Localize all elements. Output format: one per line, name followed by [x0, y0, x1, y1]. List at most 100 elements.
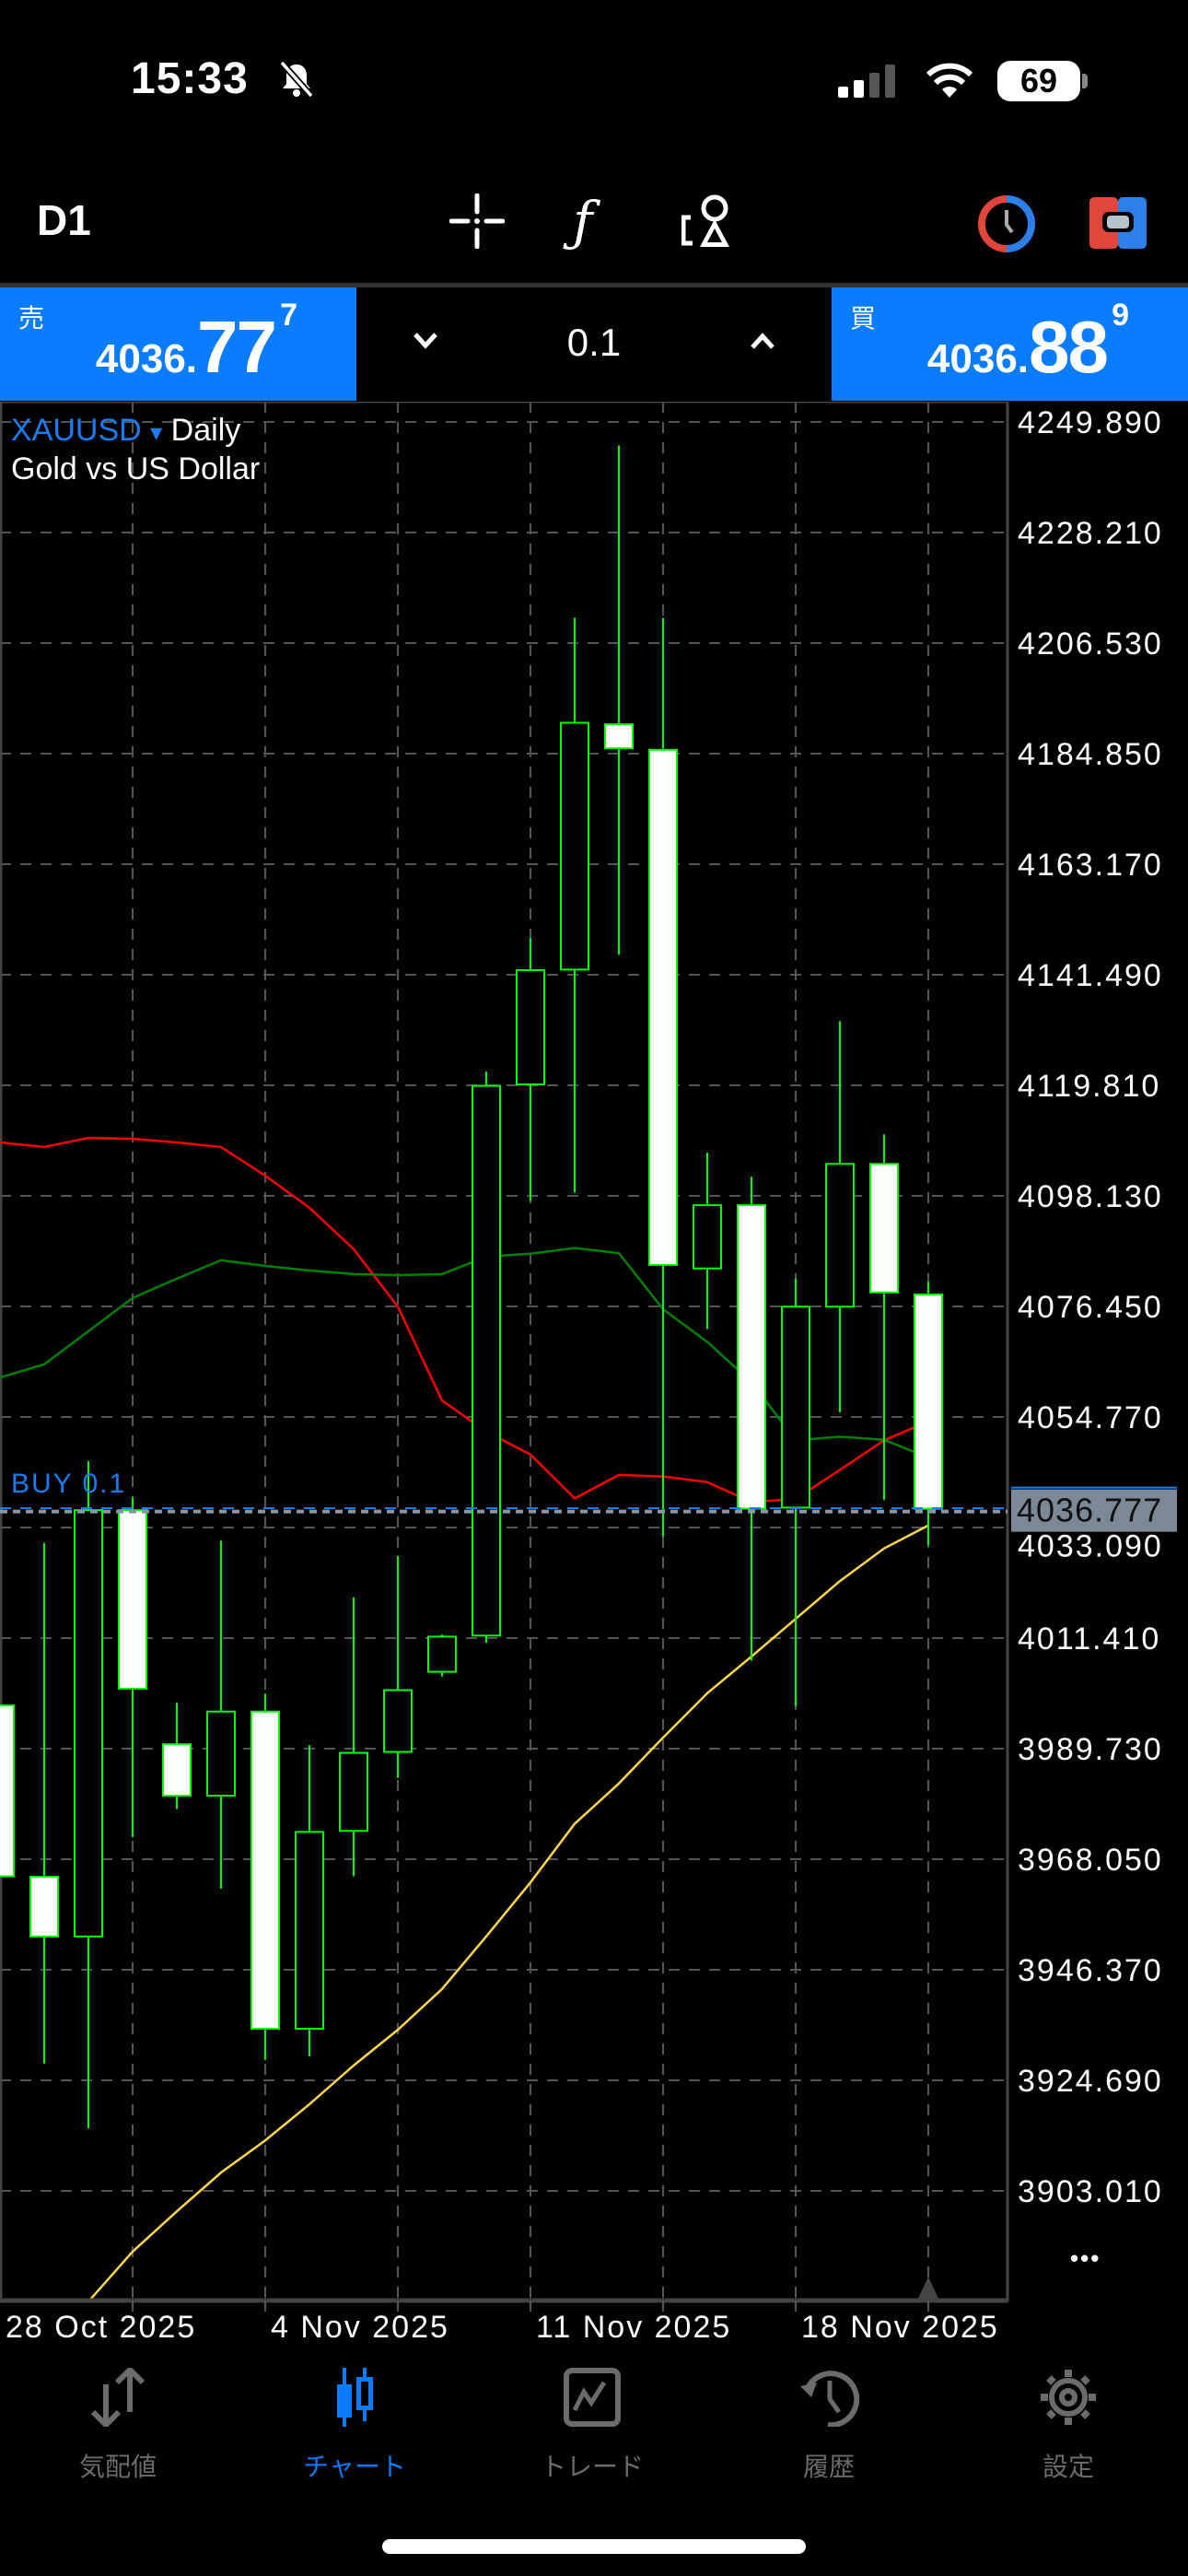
more-options-icon[interactable]: ••• — [1070, 2244, 1101, 2272]
chart-shift-marker — [917, 2277, 939, 2301]
objects-icon[interactable] — [681, 193, 735, 249]
price-axis: 4249.890 4228.210 4206.530 4184.850 4163.170… — [1011, 405, 1177, 2209]
candle-bear — [29, 1876, 59, 1938]
home-indicator[interactable] — [382, 2539, 806, 2554]
candle-bull — [383, 1689, 413, 1753]
sell-price-sup: 7 — [280, 298, 297, 333]
candle-bear — [737, 1204, 766, 1510]
price-tick-label: 4076.450 — [1018, 1290, 1163, 1325]
symbol-description: Gold vs US Dollar — [11, 451, 261, 486]
function-icon[interactable]: ƒ — [573, 190, 593, 252]
moving-average-line — [0, 1247, 929, 1459]
tab-quotes[interactable]: 気配値 — [26, 2368, 210, 2484]
price-tick-label: 4141.490 — [1018, 958, 1163, 993]
volume-value[interactable]: 0.1 — [566, 321, 622, 364]
trade-panel-icon[interactable] — [1089, 197, 1147, 249]
price-tick-label: 4163.170 — [1018, 848, 1163, 883]
date-axis: 28 Oct 2025 4 Nov 2025 11 Nov 2025 18 Nov 2… — [6, 2301, 999, 2345]
battery-icon: 69 — [997, 61, 1080, 101]
candle-bull — [295, 1831, 324, 2031]
current-price-label: 4036.777 — [1017, 1492, 1162, 1529]
candle-bull — [427, 1635, 457, 1673]
position-label[interactable]: BUY 0.1 — [11, 1469, 127, 1499]
bell-slash-icon — [279, 60, 314, 99]
moving-average-line — [0, 1136, 929, 1504]
price-tick-label: 4098.130 — [1018, 1179, 1163, 1214]
candle-bear — [869, 1163, 899, 1294]
candle-bull — [74, 1509, 103, 1938]
tab-label: 履歴 — [802, 2453, 855, 2481]
crosshair-icon[interactable] — [449, 193, 505, 249]
tab-history[interactable]: 履歴 — [737, 2368, 921, 2484]
date-tick-label: 11 Nov 2025 — [536, 2310, 731, 2345]
price-chart[interactable]: 4249.890 4228.210 4206.530 4184.850 4163.170… — [0, 402, 1188, 2355]
candle-bear — [0, 1704, 15, 1878]
cellular-signal-icon — [838, 64, 895, 98]
price-tick-label: 3924.690 — [1018, 2064, 1163, 2099]
candle-bull — [781, 1306, 810, 1509]
buy-price-sup: 9 — [1112, 298, 1129, 333]
candle-bear — [604, 723, 634, 750]
tab-label: チャート — [303, 2453, 406, 2481]
candle-bear — [648, 748, 678, 1266]
chevron-down-icon[interactable] — [412, 330, 439, 352]
tab-label: 設定 — [1042, 2453, 1094, 2481]
price-lines — [0, 1506, 1007, 2303]
buy-price-big: 88 — [1029, 306, 1109, 388]
tab-trade[interactable]: トレード — [500, 2368, 684, 2484]
tab-chart[interactable]: チャート — [262, 2368, 447, 2484]
timeframe-button[interactable]: D1 — [37, 196, 91, 244]
symbol-dropdown-icon[interactable]: ▾ — [150, 418, 163, 446]
chevron-up-icon[interactable] — [749, 330, 776, 352]
price-tick-label: 4228.210 — [1018, 516, 1163, 551]
wifi-icon — [926, 63, 973, 98]
history-clock-icon — [800, 2371, 860, 2427]
candle-bear — [914, 1293, 943, 1510]
price-tick-label: 4011.410 — [1018, 1622, 1160, 1657]
buy-price-prefix: 4036. — [926, 336, 1030, 381]
volume-control: 0.1 — [356, 287, 832, 401]
candles — [0, 445, 943, 2128]
price-tick-label: 3968.050 — [1018, 1843, 1163, 1878]
toolbar-divider — [0, 283, 1188, 287]
date-tick-label: 18 Nov 2025 — [801, 2310, 999, 2345]
buy-button[interactable]: 買 4036.88 9 — [832, 287, 1188, 401]
price-tick-label: 3946.370 — [1018, 1953, 1163, 1988]
plot-frame — [0, 402, 1009, 2302]
date-tick-label: 28 Oct 2025 — [6, 2310, 196, 2345]
indicator-lines — [0, 1136, 929, 2302]
date-tick-label: 4 Nov 2025 — [271, 2310, 449, 2345]
price-tick-label: 4054.770 — [1018, 1400, 1163, 1435]
candle-bull — [472, 1084, 501, 1637]
symbol-title[interactable]: XAUUSD ▾ Daily — [11, 413, 240, 449]
current-price-badge — [1011, 1489, 1177, 1532]
price-tick-label: 4249.890 — [1018, 405, 1163, 440]
sell-price-prefix: 4036. — [95, 336, 198, 381]
price-tick-label: 3903.010 — [1018, 2174, 1163, 2209]
candle-bear — [162, 1743, 192, 1797]
symbol-name[interactable]: XAUUSD — [11, 413, 142, 448]
price-tick-label: 4033.090 — [1018, 1529, 1163, 1564]
sell-price-big: 77 — [197, 306, 277, 388]
sell-label: 売 — [18, 304, 45, 333]
candle-bull — [516, 968, 545, 1085]
sell-button[interactable]: 売 4036.77 7 — [0, 287, 356, 401]
price-tick-label: 4184.850 — [1018, 737, 1163, 772]
chart-grid — [0, 402, 1009, 2302]
candle-bull — [825, 1163, 855, 1308]
candlestick-chart-icon — [337, 2368, 373, 2427]
tab-settings[interactable]: 設定 — [976, 2368, 1160, 2484]
tab-label: 気配値 — [78, 2453, 157, 2481]
candle-bear — [250, 1710, 280, 2031]
trade-chart-icon — [564, 2368, 621, 2427]
period-label: Daily — [170, 413, 241, 448]
one-click-trading-icon[interactable] — [978, 195, 1035, 252]
settings-gear-icon — [1041, 2370, 1096, 2425]
price-tick-label: 4119.810 — [1018, 1069, 1160, 1104]
price-tick-label: 4206.530 — [1018, 626, 1163, 662]
candle-bull — [560, 721, 589, 971]
buy-label: 買 — [850, 304, 877, 333]
moving-average-line — [87, 1524, 929, 2302]
candle-bull — [206, 1710, 236, 1797]
candle-bear — [118, 1509, 147, 1690]
